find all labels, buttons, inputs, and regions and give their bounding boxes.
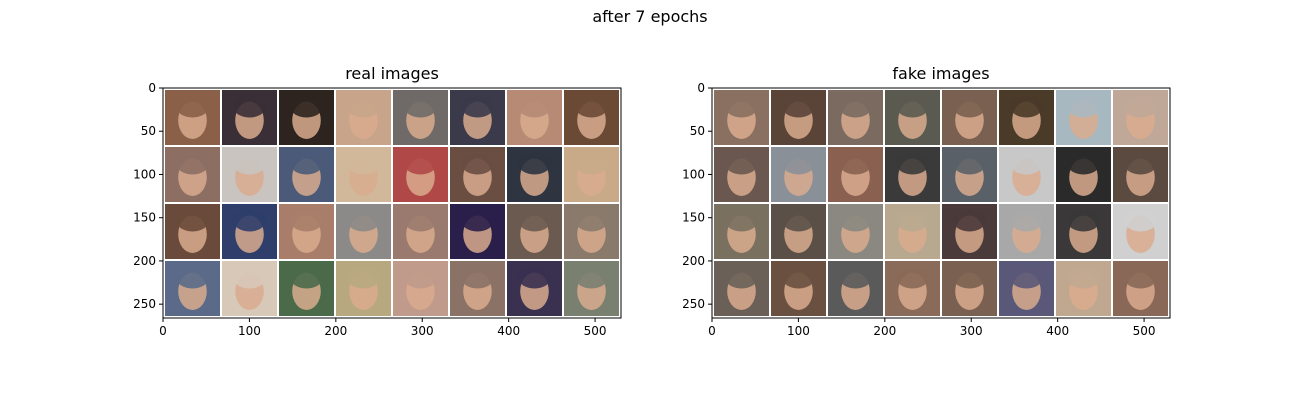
fake-image-tile [714, 90, 769, 145]
fake-y-tick-label: 250 [682, 297, 705, 311]
real-image-tile [336, 90, 391, 145]
real-image-tile [279, 90, 334, 145]
fake-y-tick-label: 150 [682, 211, 705, 225]
fake-image-tile [1056, 147, 1111, 202]
real-image-tile [393, 204, 448, 259]
fake-image-tile [1113, 204, 1168, 259]
fake-image-tile [885, 90, 940, 145]
fake-image-tile [771, 204, 826, 259]
real-image-tile [393, 261, 448, 316]
real-x-tick-label: 100 [238, 324, 261, 338]
real-y-tick-label: 200 [133, 254, 156, 268]
fake-image-tile [942, 261, 997, 316]
fake-image-tile [999, 261, 1054, 316]
real-y-tick-label: 50 [141, 124, 156, 138]
real-image-tile [279, 204, 334, 259]
real-image-tile [222, 261, 277, 316]
fake-y-tick-label: 50 [690, 124, 705, 138]
fake-image-tile [885, 204, 940, 259]
fake-image-tile [714, 204, 769, 259]
fake-image-tile [1056, 261, 1111, 316]
real-image-tile [450, 147, 505, 202]
fake-x-tick-label: 500 [1133, 324, 1156, 338]
real-image-tile [222, 147, 277, 202]
fake-image-tile [999, 204, 1054, 259]
fake-image-tile [771, 261, 826, 316]
real-x-tick-label: 500 [584, 324, 607, 338]
real-image-tile [279, 147, 334, 202]
real-image-tile [222, 90, 277, 145]
fake-x-tick-label: 200 [873, 324, 896, 338]
real-y-tick-label: 250 [133, 297, 156, 311]
real-images-panel: real images 0 100 200 300 400 500 0 50 100 150 200 2… [133, 64, 622, 338]
fake-axes-frame [711, 87, 1171, 319]
fake-image-tile [771, 147, 826, 202]
fake-image-tile [714, 147, 769, 202]
real-axes-frame [162, 87, 622, 319]
real-image-tile [507, 147, 562, 202]
fake-image-tile [885, 261, 940, 316]
fake-x-tick-label: 300 [960, 324, 983, 338]
real-image-tile [564, 204, 619, 259]
real-y-tick-label: 0 [148, 81, 156, 95]
real-image-tile [165, 90, 220, 145]
fake-image-tile [828, 204, 883, 259]
fake-y-tick-label: 0 [697, 81, 705, 95]
real-image-tile [222, 204, 277, 259]
real-image-tile [393, 147, 448, 202]
fake-x-tick-label: 400 [1046, 324, 1069, 338]
fake-image-tile [1056, 90, 1111, 145]
fake-image-tile [828, 90, 883, 145]
real-images-title: real images [345, 64, 439, 83]
real-image-tile [165, 261, 220, 316]
real-y-tick-label: 100 [133, 167, 156, 181]
real-image-tile [450, 90, 505, 145]
fake-image-tile [999, 147, 1054, 202]
fake-image-tile [999, 90, 1054, 145]
fake-x-tick-label: 0 [708, 324, 716, 338]
fake-image-tile [714, 261, 769, 316]
fake-image-tile [1113, 261, 1168, 316]
fake-image-tile [828, 261, 883, 316]
real-image-tile [564, 147, 619, 202]
real-image-tile [507, 90, 562, 145]
real-image-tile [279, 261, 334, 316]
fake-image-tile [771, 90, 826, 145]
fake-image-tile [942, 147, 997, 202]
real-image-tile [336, 147, 391, 202]
figure-title: after 7 epochs [592, 7, 707, 26]
real-image-tile [450, 204, 505, 259]
real-image-tile [336, 204, 391, 259]
real-image-tile [450, 261, 505, 316]
real-image-tile [507, 204, 562, 259]
fake-y-tick-label: 200 [682, 254, 705, 268]
fake-images-panel: fake images 0 100 200 300 400 500 0 50 100 150 200 2… [682, 64, 1171, 338]
fake-y-tick-label: 100 [682, 167, 705, 181]
fake-image-tile [942, 204, 997, 259]
fake-image-tile [828, 147, 883, 202]
fake-images-title: fake images [892, 64, 989, 83]
real-image-tile [564, 90, 619, 145]
real-image-tile [165, 204, 220, 259]
real-x-tick-label: 200 [324, 324, 347, 338]
real-x-tick-label: 300 [411, 324, 434, 338]
fake-image-tile [942, 90, 997, 145]
fake-image-tile [885, 147, 940, 202]
fake-image-tile [1056, 204, 1111, 259]
fake-x-tick-label: 100 [787, 324, 810, 338]
real-image-tile [564, 261, 619, 316]
real-image-tile [507, 261, 562, 316]
fake-image-tile [1113, 147, 1168, 202]
real-y-tick-label: 150 [133, 211, 156, 225]
real-image-tile [393, 90, 448, 145]
real-image-tile [165, 147, 220, 202]
real-x-tick-label: 0 [159, 324, 167, 338]
fake-image-tile [1113, 90, 1168, 145]
real-x-tick-label: 400 [497, 324, 520, 338]
real-image-tile [336, 261, 391, 316]
